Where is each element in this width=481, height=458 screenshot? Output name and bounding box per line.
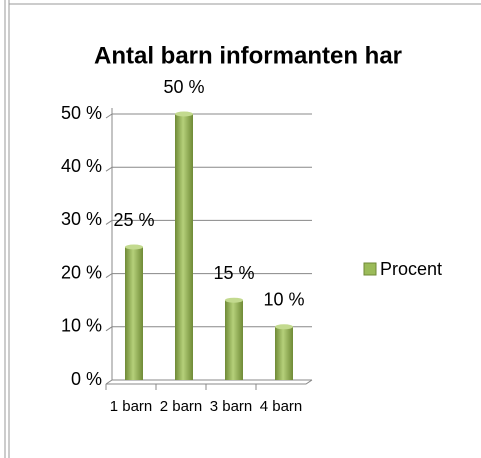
- bar-cap: [275, 324, 293, 330]
- bar-cap: [125, 244, 143, 250]
- data-label: 25 %: [113, 210, 154, 230]
- grid-line: [105, 166, 312, 172]
- y-tick-label: 50 %: [61, 103, 102, 123]
- grid-line: [105, 219, 312, 225]
- grid-line: [105, 326, 312, 332]
- legend-label: Procent: [380, 259, 442, 279]
- bar-cap: [175, 111, 193, 117]
- grid-line: [105, 273, 312, 279]
- data-label: 10 %: [263, 290, 304, 310]
- legend-swatch: [363, 262, 377, 276]
- bar: [225, 300, 243, 380]
- x-axis-floor: [106, 379, 313, 385]
- bar: [275, 326, 293, 380]
- data-label: 50 %: [163, 77, 204, 97]
- x-tick-label: 4 barn: [259, 398, 303, 415]
- y-tick-label: 10 %: [61, 316, 102, 336]
- y-tick-label: 40 %: [61, 156, 102, 176]
- chart-title: Antal barn informanten har: [94, 42, 402, 69]
- x-tick-label: 1 barn: [109, 398, 153, 415]
- y-tick-label: 30 %: [61, 209, 102, 229]
- x-tick-label: 2 barn: [159, 398, 203, 415]
- y-tick-label: 0 %: [71, 369, 102, 389]
- data-label: 15 %: [213, 263, 254, 283]
- bar: [175, 114, 193, 380]
- x-tick-label: 3 barn: [209, 398, 253, 415]
- grid-line: [105, 113, 312, 119]
- bar-cap: [225, 297, 243, 303]
- y-tick-label: 20 %: [61, 262, 102, 282]
- grid-line: [105, 379, 312, 385]
- bar: [125, 247, 143, 380]
